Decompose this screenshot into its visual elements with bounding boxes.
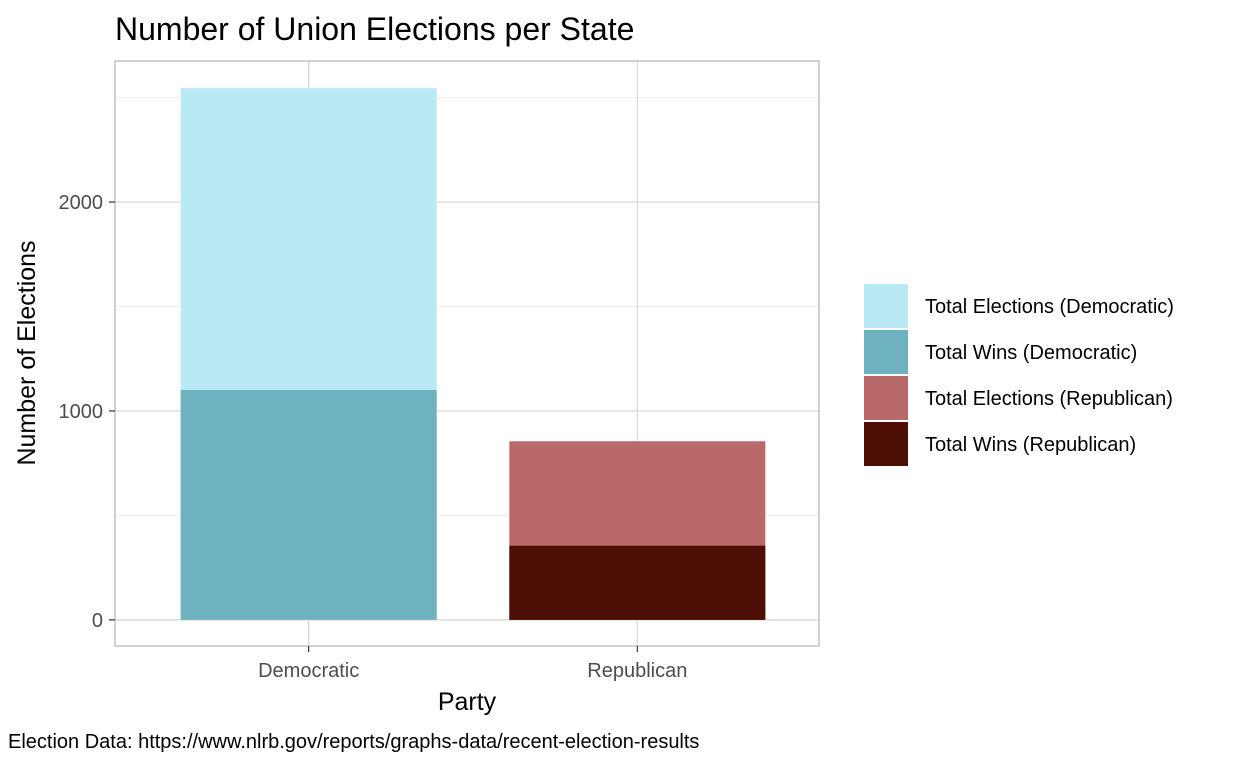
legend-label: Total Wins (Republican)	[925, 434, 1136, 456]
y-tick-label: 2000	[59, 192, 104, 214]
chart-title: Number of Union Elections per State	[115, 11, 634, 47]
legend-swatch	[864, 422, 908, 466]
bar-total-wins-democratic	[180, 390, 437, 620]
legend-swatch	[864, 330, 908, 374]
x-tick-label: Democratic	[258, 660, 359, 682]
plot-border	[114, 60, 820, 647]
y-axis-ticks: 0 1000 2000	[59, 192, 115, 632]
x-axis-title: Party	[438, 688, 497, 716]
legend-label: Total Wins (Democratic)	[925, 342, 1137, 364]
legend-label: Total Elections (Republican)	[925, 388, 1173, 410]
legend: Total Elections (Democratic) Total Wins (…	[864, 284, 1174, 466]
bar-total-wins-republican	[509, 545, 766, 620]
x-axis-ticks: Democratic Republican	[258, 646, 687, 682]
y-axis-title: Number of Elections	[13, 240, 41, 465]
legend-label: Total Elections (Democratic)	[925, 296, 1174, 318]
x-tick-label: Republican	[587, 660, 687, 682]
legend-swatch	[864, 284, 908, 328]
legend-swatch	[864, 376, 908, 420]
bars	[180, 88, 766, 620]
data-source-caption: Election Data: https://www.nlrb.gov/repo…	[8, 731, 699, 753]
y-tick-label: 0	[92, 610, 103, 632]
y-tick-label: 1000	[59, 401, 104, 423]
